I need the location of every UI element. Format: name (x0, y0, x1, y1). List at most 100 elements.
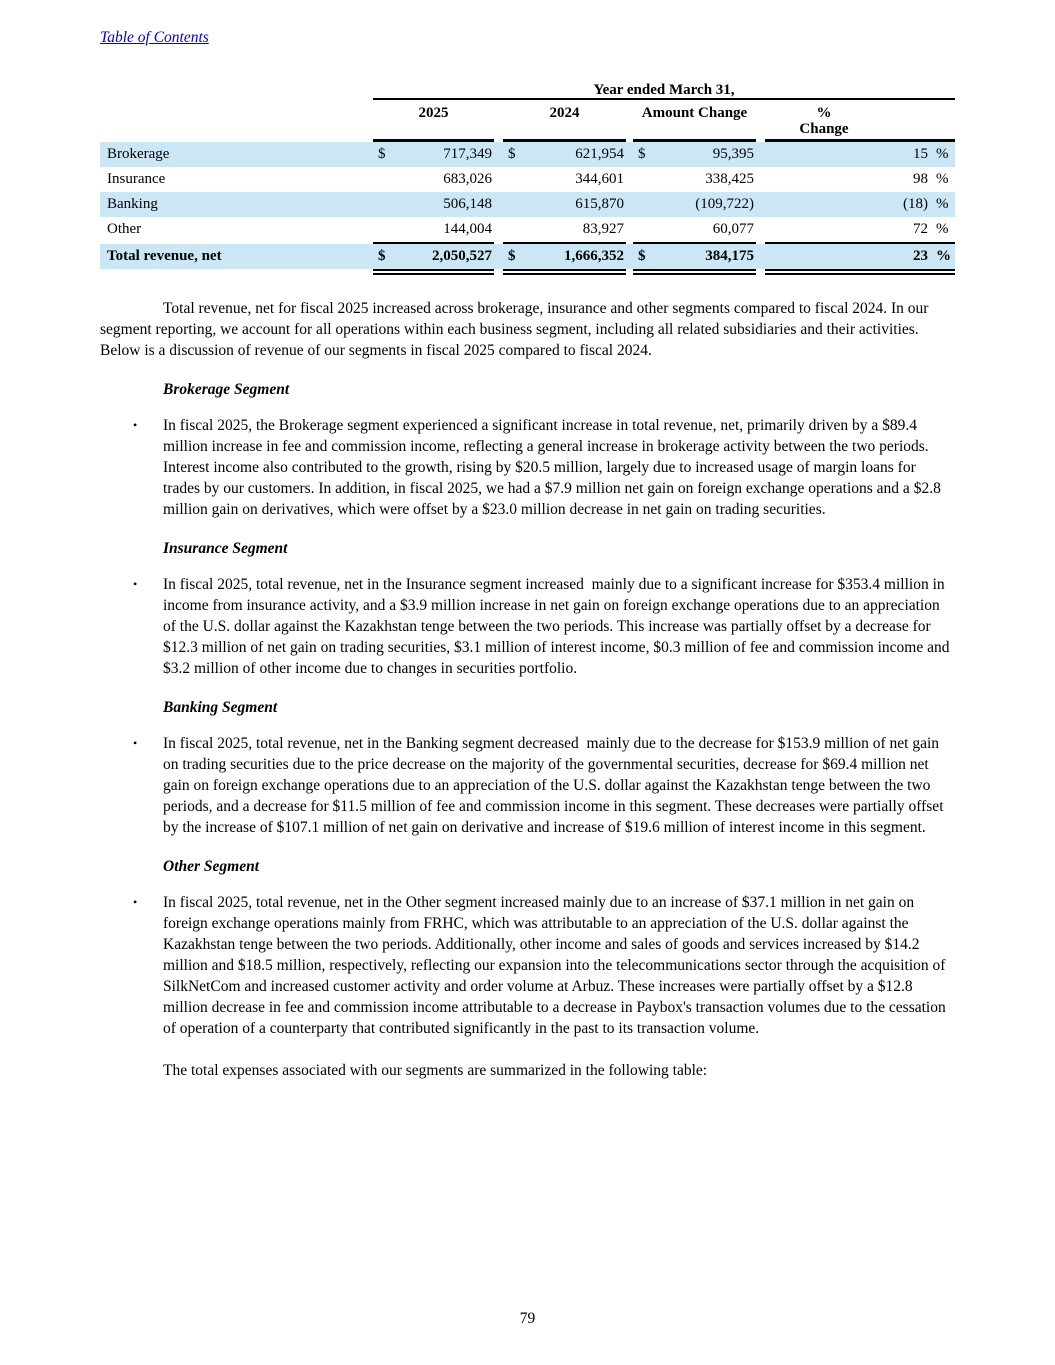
spanner-spacer (100, 82, 373, 100)
table-spanner-label: Year ended March 31, (373, 82, 955, 100)
header-spacer (100, 100, 373, 139)
value-2024: 615,870 (503, 192, 626, 217)
rule-segment (373, 242, 494, 244)
row-label: Banking (107, 196, 158, 212)
value-2024: 83,927 (503, 217, 626, 242)
bullet-insurance: • In fiscal 2025, total revenue, net in … (100, 574, 955, 679)
bullet-icon: • (133, 577, 138, 591)
row-label: Total revenue, net (107, 248, 222, 264)
percent-sign: % (936, 221, 949, 237)
percent-sign: % (936, 146, 949, 162)
table-row-insurance: Insurance 683,026 344,601 338,425 98 % (100, 167, 955, 192)
pct-header-line2: Change (799, 121, 849, 137)
row-label: Other (107, 221, 142, 237)
dollar-sign (633, 167, 654, 192)
value-pct-change: 15 % (765, 142, 955, 167)
rule-segment (373, 273, 494, 275)
value-2024: 344,601 (503, 167, 626, 192)
table-top-rule (100, 139, 955, 142)
pct-header-line1: % (816, 105, 832, 121)
bullet-icon: • (133, 895, 138, 909)
amount: 717,349 (443, 146, 492, 162)
dollar-sign: $ (378, 248, 386, 264)
rule-segment (633, 139, 756, 142)
rule-segment (765, 139, 955, 142)
bullet-text: In fiscal 2025, the Brokerage segment ex… (163, 417, 945, 518)
bullet-text: In fiscal 2025, total revenue, net in th… (163, 894, 950, 1037)
rule-segment (765, 242, 955, 244)
rule-segment (633, 273, 756, 275)
dollar-sign (373, 167, 394, 192)
pct-value: (18) (903, 196, 928, 212)
bullet-brokerage: • In fiscal 2025, the Brokerage segment … (100, 415, 955, 520)
amount: 621,954 (575, 146, 624, 162)
table-spanner-row: Year ended March 31, (100, 82, 955, 100)
amount: 338,425 (705, 171, 754, 187)
rule-segment (503, 139, 626, 142)
value-amount-change: $ 384,175 (633, 244, 756, 269)
amount: 1,666,352 (564, 248, 624, 264)
pct-value: 98 (913, 171, 928, 187)
segment-revenue-table: Year ended March 31, 2025 2024 Amount Ch… (100, 82, 955, 275)
amount: 2,050,527 (432, 248, 492, 264)
amount: 615,870 (575, 196, 624, 212)
value-pct-change: 72 % (765, 217, 955, 242)
dollar-sign: $ (508, 146, 516, 162)
percent-sign: % (936, 171, 949, 187)
pct-value: 72 (913, 221, 928, 237)
dollar-sign (633, 192, 654, 217)
page-number: 79 (519, 1310, 536, 1327)
bullet-text: In fiscal 2025, total revenue, net in th… (163, 735, 948, 836)
value-amount-change: 338,425 (633, 167, 756, 192)
value-2024: $ 1,666,352 (503, 244, 626, 269)
amount: 344,601 (575, 171, 624, 187)
value-2024: $ 621,954 (503, 142, 626, 167)
closing-paragraph: The total expenses associated with our s… (163, 1062, 708, 1079)
amount: 60,077 (712, 221, 754, 237)
value-pct-change: (18) % (765, 192, 955, 217)
table-row-total: Total revenue, net $ 2,050,527 $ 1,666,3… (100, 244, 955, 269)
bullet-icon: • (133, 418, 138, 432)
rule-segment (765, 273, 955, 275)
value-2025: $ 2,050,527 (373, 244, 494, 269)
dollar-sign: $ (508, 248, 516, 264)
value-2025: $ 717,349 (373, 142, 494, 167)
value-amount-change: 60,077 (633, 217, 756, 242)
dollar-sign (503, 167, 524, 192)
amount: 683,026 (443, 171, 492, 187)
percent-sign: % (936, 196, 949, 212)
amount: 95,395 (712, 146, 754, 162)
dollar-sign (503, 217, 524, 242)
dollar-sign: $ (638, 146, 646, 162)
table-row-banking: Banking 506,148 615,870 (109,722) (18) % (100, 192, 955, 217)
table-of-contents-link[interactable]: Table of Contents (100, 29, 209, 46)
heading-other-segment: Other Segment (163, 858, 260, 875)
value-2025: 683,026 (373, 167, 494, 192)
dollar-sign (373, 192, 394, 217)
value-amount-change: (109,722) (633, 192, 756, 217)
bullet-icon: • (133, 736, 138, 750)
rule-segment (503, 242, 626, 244)
percent-sign: % (936, 248, 951, 264)
table-row-brokerage: Brokerage $ 717,349 $ 621,954 $ 95,395 1… (100, 142, 955, 167)
column-header-2024: 2024 (549, 105, 580, 121)
rule-segment (373, 139, 494, 142)
column-header-pct-change: % Change (765, 100, 955, 139)
column-header-amount-change: Amount Change (641, 105, 748, 121)
bullet-banking: • In fiscal 2025, total revenue, net in … (100, 733, 955, 838)
dollar-sign (373, 217, 394, 242)
table-header-row: 2025 2024 Amount Change % Change (100, 100, 955, 139)
amount: 384,175 (705, 248, 754, 264)
rule-segment (503, 269, 626, 271)
dollar-sign (633, 217, 654, 242)
table-bottom-rule-2 (100, 273, 955, 275)
amount: 506,148 (443, 196, 492, 212)
table-subtotal-rule (100, 242, 955, 244)
amount: 144,004 (443, 221, 492, 237)
value-2025: 506,148 (373, 192, 494, 217)
intro-paragraph: Total revenue, net for fiscal 2025 incre… (100, 300, 929, 359)
bullet-text: In fiscal 2025, total revenue, net in th… (163, 576, 954, 677)
table-bottom-rule-1 (100, 269, 955, 271)
amount: (109,722) (695, 196, 754, 212)
pct-value: 23 (913, 248, 928, 264)
